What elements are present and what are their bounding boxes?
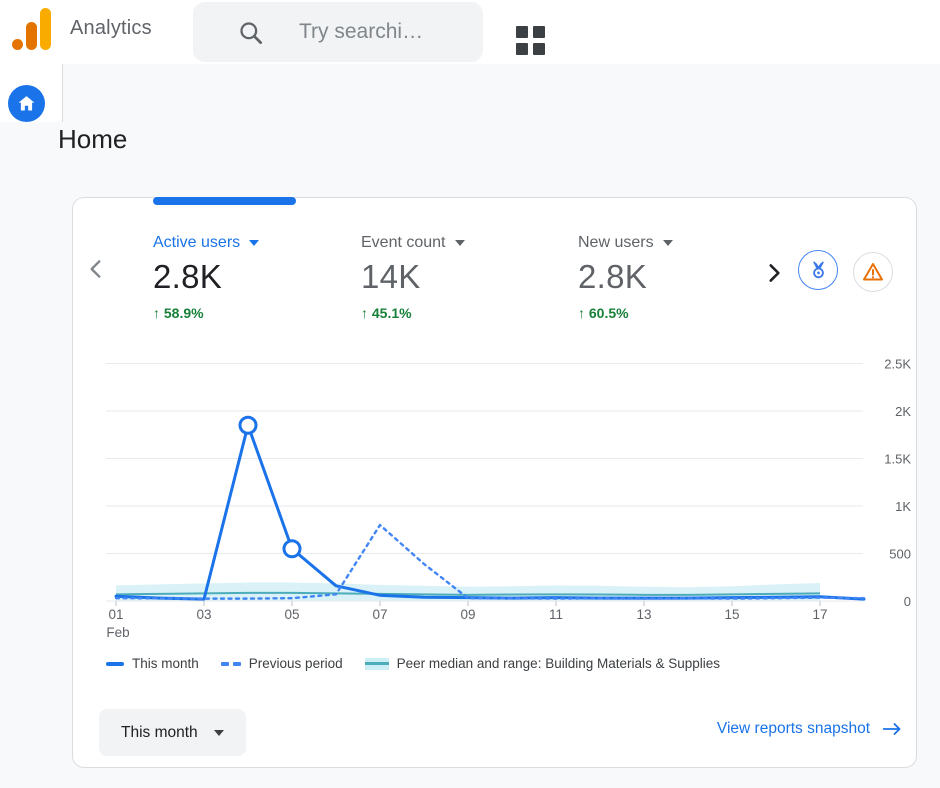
metric-label: New users: [578, 234, 654, 251]
date-range-dropdown[interactable]: This month: [99, 709, 246, 756]
home-icon: [18, 96, 35, 111]
carousel-prev-button[interactable]: [83, 256, 109, 282]
legend-this-month: This month: [106, 656, 199, 671]
svg-text:2K: 2K: [895, 404, 911, 419]
carousel-next-button[interactable]: [761, 260, 787, 286]
metric-value: 2.8K: [578, 258, 648, 295]
svg-text:15: 15: [724, 607, 739, 622]
svg-text:1K: 1K: [895, 499, 911, 514]
carousel-tab-indicator: [153, 197, 296, 205]
metric-value: 14K: [361, 258, 421, 295]
link-label: View reports snapshot: [716, 720, 870, 737]
metric-selector[interactable]: New users: [578, 234, 768, 252]
metric-delta: ↑ 45.1%: [361, 305, 412, 321]
svg-text:Feb: Feb: [106, 625, 129, 640]
legend-label: This month: [132, 656, 199, 671]
alert-button[interactable]: [853, 252, 893, 292]
metric-new-users: New users 2.8K ↑ 60.5%: [578, 234, 768, 321]
legend-previous-period: Previous period: [220, 656, 343, 671]
analytics-logo[interactable]: Analytics: [12, 6, 152, 50]
svg-text:03: 03: [196, 607, 211, 622]
svg-text:2.5K: 2.5K: [884, 357, 911, 372]
overview-card: Active users 2.8K ↑ 58.9% Event count 14…: [72, 197, 917, 768]
date-range-label: This month: [121, 723, 198, 741]
insights-badge-button[interactable]: [798, 250, 838, 290]
solid-line-swatch-icon: [106, 661, 124, 666]
dashed-line-swatch-icon: [220, 661, 241, 666]
warning-triangle-icon: [863, 263, 883, 281]
legend-peer-band: Peer median and range: Building Material…: [364, 656, 721, 671]
svg-text:0: 0: [904, 594, 911, 609]
svg-text:1.5K: 1.5K: [884, 452, 911, 467]
chart-legend: This month Previous period Peer median a…: [106, 656, 720, 671]
medal-icon: [812, 260, 824, 278]
dropdown-caret-icon: [454, 240, 465, 246]
apps-grid-icon[interactable]: [516, 26, 546, 56]
metric-selector[interactable]: Active users: [153, 234, 343, 252]
arrow-right-icon: [882, 723, 901, 735]
legend-label: Peer median and range: Building Material…: [396, 656, 721, 671]
svg-text:11: 11: [549, 607, 563, 622]
google-analytics-icon: [12, 6, 52, 50]
metric-selector[interactable]: Event count: [361, 234, 551, 252]
brand-name: Analytics: [70, 16, 152, 39]
page-title: Home: [58, 124, 128, 154]
metric-delta: ↑ 58.9%: [153, 305, 204, 321]
metric-active-users: Active users 2.8K ↑ 58.9%: [153, 234, 343, 321]
band-swatch-icon: [364, 657, 389, 670]
app-bar: Analytics: [0, 0, 940, 64]
svg-text:05: 05: [284, 607, 299, 622]
view-reports-snapshot-link[interactable]: View reports snapshot: [717, 720, 902, 738]
search-box[interactable]: [193, 2, 484, 62]
metric-value: 2.8K: [153, 258, 223, 295]
search-input[interactable]: [299, 20, 484, 44]
svg-text:01: 01: [108, 607, 123, 622]
trend-chart[interactable]: 0 500 1K 1.5K 2K 2.5K 01 03 05 07 09 11 13 15 17 Feb: [73, 346, 918, 656]
svg-text:17: 17: [812, 607, 827, 622]
dropdown-caret-icon: [249, 240, 260, 246]
dropdown-caret-icon: [662, 240, 673, 246]
metric-delta: ↑ 60.5%: [578, 305, 629, 321]
legend-label: Previous period: [248, 656, 343, 671]
dropdown-caret-icon: [213, 729, 224, 736]
svg-text:500: 500: [889, 547, 911, 562]
search-icon: [240, 22, 262, 44]
metric-label: Event count: [361, 234, 446, 251]
svg-text:13: 13: [636, 607, 651, 622]
metric-event-count: Event count 14K ↑ 45.1%: [361, 234, 551, 321]
svg-text:09: 09: [460, 607, 475, 622]
svg-text:07: 07: [372, 607, 387, 622]
metric-label: Active users: [153, 234, 241, 251]
home-nav-button[interactable]: [8, 85, 45, 122]
